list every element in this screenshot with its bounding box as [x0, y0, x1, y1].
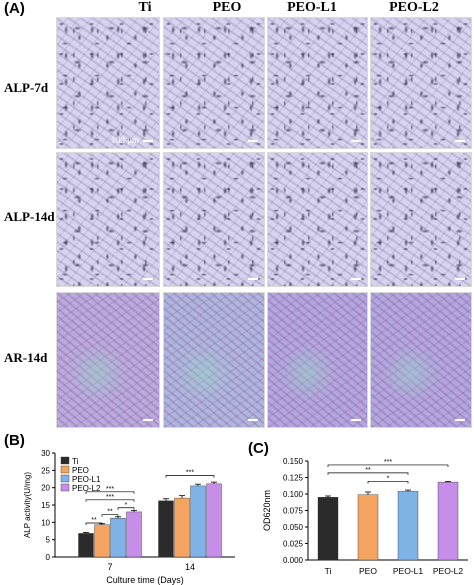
scale-bar: [455, 419, 465, 421]
od620-chart: 0.000 0.025 0.050 0.075 0.100 0.125 0.150 OD620…: [262, 457, 468, 576]
y-tick-label: 0.000: [283, 556, 304, 565]
scale-bar: [351, 140, 361, 142]
y-tick-label: 0.150: [283, 457, 304, 466]
y-tick-label: 20: [41, 484, 50, 493]
micrograph-alp-7d-peo-l2: [370, 17, 472, 149]
significance-bracket: [367, 481, 409, 484]
legend-swatch: [60, 456, 70, 465]
row-label-alp-7d: ALP-7d: [4, 80, 49, 95]
bar: [190, 485, 206, 558]
bar: [206, 483, 222, 558]
column-header-peo: PEO: [212, 0, 242, 15]
scale-bar: [351, 278, 361, 280]
micrograph-alp-7d-peo: [163, 17, 265, 149]
bar: [397, 491, 419, 561]
y-tick-label: 0.100: [283, 490, 304, 499]
significance-bracket: [327, 464, 449, 467]
significance-label: ***: [106, 494, 114, 501]
alp-activity-chart: 0 5 10 15 20 25 30 ALP activity(U/mg) Culture ti…: [23, 449, 235, 585]
legend-swatch: [60, 474, 70, 483]
micrograph-alp-14d-ti: [56, 152, 160, 287]
bar: [94, 524, 110, 558]
bar: [174, 497, 190, 558]
bar: [126, 511, 142, 558]
y-tick-label: 0.075: [283, 507, 304, 516]
row-label-alp-14d: ALP-14d: [4, 209, 55, 224]
y-tick-label: 0.050: [283, 523, 304, 532]
x-tick-label: PEO-L1: [393, 566, 424, 576]
y-tick-label: 10: [41, 518, 50, 527]
y-axis-label: OD620nm: [262, 490, 272, 531]
legend-swatch: [60, 465, 70, 474]
panel-a-label: (A): [4, 0, 25, 17]
significance-label: ***: [384, 459, 392, 466]
column-header-ti: Ti: [138, 0, 152, 15]
scale-bar: [248, 140, 258, 142]
y-tick-label: 0.125: [283, 474, 304, 483]
significance-bracket: [85, 522, 103, 526]
legend-label: Ti: [72, 457, 79, 466]
bar: [78, 533, 94, 558]
x-tick-label: Ti: [325, 566, 332, 576]
x-tick-label: PEO-L2: [433, 566, 464, 576]
micrograph-ar-14d-peo-l1: [267, 292, 368, 428]
significance-label: *: [387, 475, 390, 482]
bar: [110, 517, 126, 558]
significance-label: ***: [106, 486, 114, 493]
significance-bracket: [117, 507, 135, 510]
bar: [357, 494, 379, 561]
y-tick-label: 0: [46, 553, 51, 562]
bar: [158, 500, 174, 558]
significance-bracket: [85, 491, 135, 494]
significance-label: ***: [186, 470, 194, 477]
scale-bar: [248, 419, 258, 421]
scale-bar: [455, 140, 465, 142]
scale-bar: [143, 419, 153, 421]
significance-label: **: [107, 509, 113, 516]
significance-label: *: [125, 502, 128, 509]
scale-bar: [351, 419, 361, 421]
y-tick-label: 0.025: [283, 540, 304, 549]
x-tick-label: PEO: [359, 566, 377, 576]
legend-label: PEO: [72, 466, 89, 475]
significance-bracket: [85, 499, 135, 502]
significance-bracket: [327, 472, 409, 475]
legend-swatch: [60, 483, 70, 492]
x-tick-label: 7: [107, 562, 112, 572]
x-axis-label: Culture time (Days): [106, 575, 184, 585]
scale-bar-label: 100 μm: [111, 135, 139, 145]
row-label-ar-14d: AR-14d: [4, 350, 48, 365]
legend-label: PEO-L1: [72, 475, 101, 484]
micrograph-alp-14d-peo-l1: [267, 152, 368, 287]
y-axis-label: ALP activity(U/mg): [23, 472, 32, 538]
significance-bracket: [165, 475, 215, 478]
scale-bar: [143, 278, 153, 280]
significance-label: **: [365, 467, 371, 474]
micrograph-alp-14d-peo: [163, 152, 265, 287]
bar: [437, 481, 459, 561]
panel-b-label: (B): [4, 432, 25, 449]
x-tick-label: 14: [185, 562, 195, 572]
micrograph-ar-14d-peo: [163, 292, 265, 428]
bar: [317, 497, 339, 561]
micrograph-alp-7d-ti: 100 μm: [56, 17, 160, 149]
significance-label: **: [91, 517, 97, 524]
scale-bar: [455, 278, 465, 280]
scale-bar: [143, 140, 153, 142]
significance-bracket: [101, 514, 119, 517]
column-header-peo-l1: PEO-L1: [287, 0, 337, 15]
y-tick-label: 25: [41, 466, 50, 475]
micrograph-alp-7d-peo-l1: [267, 17, 368, 149]
micrograph-ar-14d-ti: [56, 292, 160, 428]
y-tick-label: 15: [41, 501, 50, 510]
legend-label: PEO-L2: [72, 484, 101, 493]
panel-c-label: (C): [248, 440, 269, 457]
scale-bar: [248, 278, 258, 280]
y-tick-label: 5: [46, 536, 51, 545]
micrograph-alp-14d-peo-l2: [370, 152, 472, 287]
y-tick-label: 30: [41, 449, 50, 458]
column-header-peo-l2: PEO-L2: [389, 0, 439, 15]
micrograph-ar-14d-peo-l2: [370, 292, 472, 428]
